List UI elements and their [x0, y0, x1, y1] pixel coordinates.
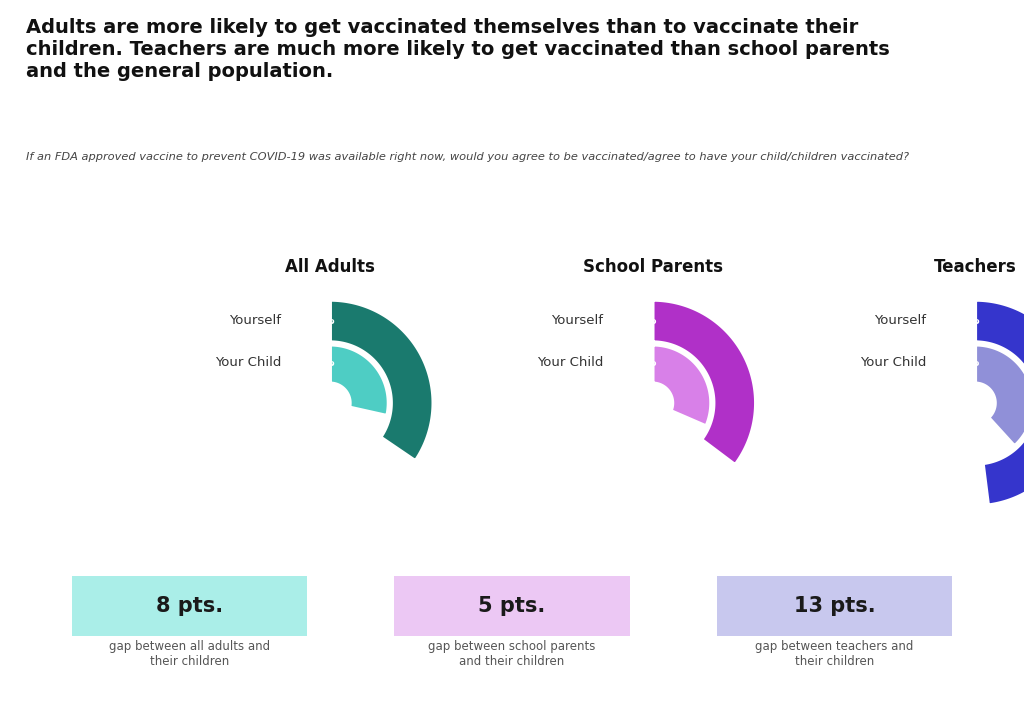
FancyBboxPatch shape — [53, 571, 326, 641]
Polygon shape — [652, 345, 711, 426]
Text: Yourself: Yourself — [552, 314, 603, 327]
Text: Your Child: Your Child — [538, 356, 603, 369]
Text: 42%: 42% — [626, 356, 657, 369]
Text: 51%: 51% — [948, 356, 980, 369]
Text: gap between school parents
and their children: gap between school parents and their chi… — [428, 640, 596, 668]
Text: Yourself: Yourself — [229, 314, 281, 327]
Polygon shape — [652, 300, 756, 464]
Text: gap between teachers and
their children: gap between teachers and their children — [756, 640, 913, 668]
Text: 13 pts.: 13 pts. — [794, 596, 876, 617]
Text: 47%: 47% — [626, 314, 657, 327]
Text: Adults are more likely to get vaccinated themselves than to vaccinate their
chil: Adults are more likely to get vaccinated… — [26, 18, 890, 81]
Text: 64%: 64% — [948, 314, 980, 327]
Text: gap between all adults and
their children: gap between all adults and their childre… — [109, 640, 270, 668]
Text: 46%: 46% — [303, 314, 335, 327]
Polygon shape — [975, 300, 1024, 506]
Text: Yourself: Yourself — [874, 314, 926, 327]
Text: If an FDA approved vaccine to prevent COVID-19 was available right now, would yo: If an FDA approved vaccine to prevent CO… — [26, 152, 908, 162]
Text: All Adults: All Adults — [286, 258, 375, 276]
Text: 38%: 38% — [303, 356, 335, 369]
Text: Your Child: Your Child — [215, 356, 281, 369]
Text: Teachers: Teachers — [934, 258, 1017, 276]
Text: School Parents: School Parents — [583, 258, 723, 276]
Polygon shape — [330, 300, 433, 461]
Text: Your Child: Your Child — [860, 356, 926, 369]
FancyBboxPatch shape — [376, 571, 648, 641]
FancyBboxPatch shape — [698, 571, 971, 641]
Text: 5 pts.: 5 pts. — [478, 596, 546, 617]
Text: 8 pts.: 8 pts. — [156, 596, 223, 617]
Polygon shape — [330, 345, 388, 416]
Polygon shape — [975, 345, 1024, 446]
